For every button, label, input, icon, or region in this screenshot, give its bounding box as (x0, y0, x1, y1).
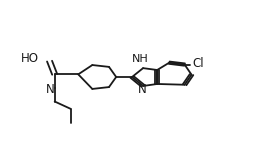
Text: HO: HO (20, 52, 39, 65)
Text: Cl: Cl (192, 57, 204, 70)
Text: N: N (46, 83, 55, 96)
Text: NH: NH (132, 54, 149, 64)
Text: N: N (138, 83, 146, 96)
